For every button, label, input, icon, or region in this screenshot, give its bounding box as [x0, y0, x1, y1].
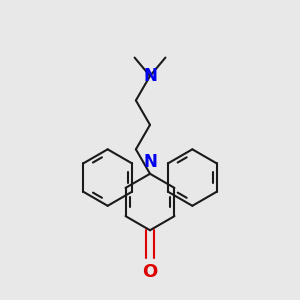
- Text: N: N: [143, 153, 157, 171]
- Text: N: N: [143, 67, 157, 85]
- Text: O: O: [142, 263, 158, 281]
